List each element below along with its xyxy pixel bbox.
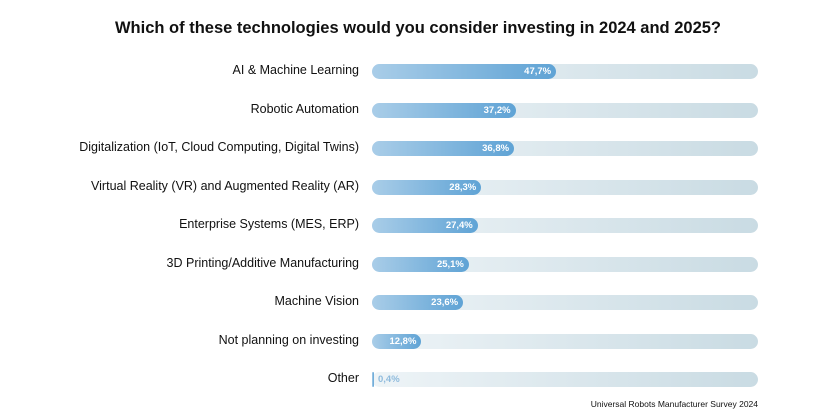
bar: 28,3% <box>372 179 482 195</box>
bar-track: 36,8% <box>372 141 758 156</box>
category-label: Robotic Automation <box>250 101 359 116</box>
value-label: 47,7% <box>524 66 552 77</box>
source-note: Universal Robots Manufacturer Survey 202… <box>590 399 758 409</box>
bar-row: Enterprise Systems (MES, ERP) 27,4% <box>0 217 836 233</box>
category-label: Other <box>327 371 359 385</box>
value-label: 28,3% <box>449 181 477 193</box>
value-label: 25,1% <box>436 258 464 270</box>
bar: 12,8% <box>372 333 422 349</box>
category-label: Not planning on investing <box>218 332 359 347</box>
category-label: Machine Vision <box>274 294 359 308</box>
bar-track: 0,4% <box>372 372 758 387</box>
category-label: Digitalization (IoT, Cloud Computing, Di… <box>79 140 359 154</box>
bar-row: 3D Printing/Additive Manufacturing 25,1% <box>0 256 836 272</box>
bar-track: 37,2% <box>372 102 758 118</box>
bar: 23,6% <box>372 295 464 310</box>
value-label: 23,6% <box>431 297 459 308</box>
bar-row: Machine Vision 23,6% <box>0 294 836 310</box>
chart-title: Which of these technologies would you co… <box>114 19 722 37</box>
bar-row: Robotic Automation 37,2% <box>0 102 836 118</box>
category-label: Enterprise Systems (MES, ERP) <box>179 217 359 231</box>
value-label: 0,4% <box>378 374 400 385</box>
bar: 47,7% <box>372 64 557 79</box>
value-label: 12,8% <box>389 335 417 347</box>
bar-row: Not planning on investing 12,8% <box>0 333 836 349</box>
bar-track: 47,7% <box>372 64 758 79</box>
category-label: AI & Machine Learning <box>232 63 359 77</box>
bar-row: AI & Machine Learning 47,7% <box>0 63 836 79</box>
category-label: 3D Printing/Additive Manufacturing <box>166 255 359 270</box>
bar: 37,2% <box>372 102 516 118</box>
bar: 25,1% <box>372 256 469 272</box>
bar-row: Other 0,4% <box>0 371 836 387</box>
value-label: 27,4% <box>445 220 473 231</box>
category-label: Virtual Reality (VR) and Augmented Reali… <box>91 178 359 193</box>
bar-track: 12,8% <box>372 333 758 349</box>
bar-track: 28,3% <box>372 179 758 195</box>
bar-row: Digitalization (IoT, Cloud Computing, Di… <box>0 140 836 156</box>
bar: 36,8% <box>372 141 515 156</box>
bar <box>372 372 374 387</box>
value-label: 36,8% <box>482 143 510 154</box>
value-label: 37,2% <box>483 104 511 116</box>
bar: 27,4% <box>372 218 478 233</box>
bar-track: 25,1% <box>372 256 758 272</box>
bar-track: 23,6% <box>372 295 758 310</box>
bar-track: 27,4% <box>372 218 758 233</box>
bar-row: Virtual Reality (VR) and Augmented Reali… <box>0 179 836 195</box>
